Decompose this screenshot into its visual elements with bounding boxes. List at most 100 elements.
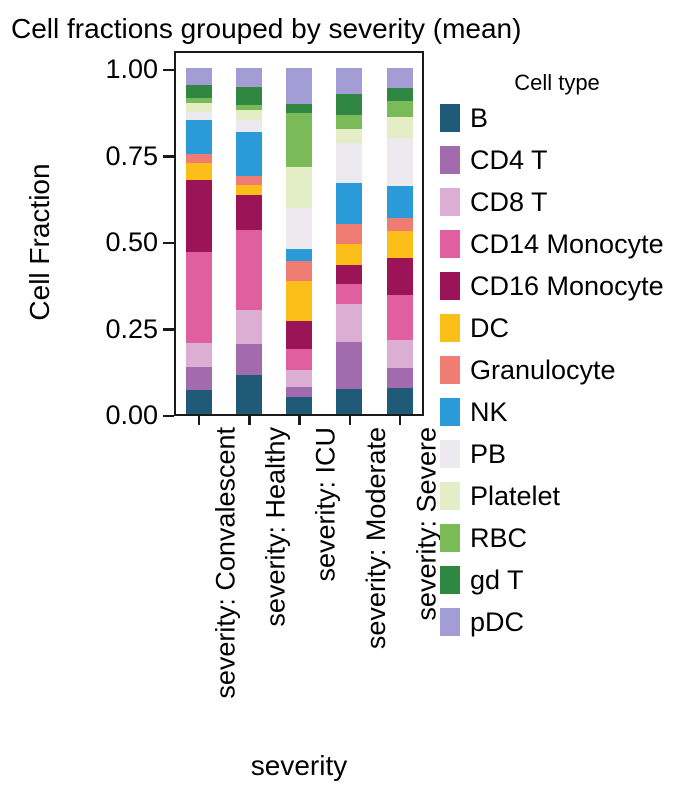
legend-label: gd T — [470, 565, 524, 595]
x-tick-mark — [348, 416, 351, 425]
stacked-bar — [386, 68, 413, 414]
legend-swatch — [440, 608, 460, 636]
y-tick-label: 0.00 — [105, 400, 158, 431]
legend-swatch — [440, 356, 460, 384]
x-tick-label: severity: Convalescent — [210, 427, 241, 699]
bar-segment — [235, 184, 262, 195]
bar-segment — [235, 175, 262, 185]
bar-segment — [336, 284, 363, 305]
bar-segment — [336, 129, 363, 144]
bar-segment — [286, 68, 312, 104]
bar-segment — [336, 114, 363, 130]
bar-segment — [235, 194, 262, 231]
bar-segment — [386, 217, 413, 232]
bar-segment — [286, 103, 312, 114]
x-tick-label: severity: ICU — [311, 427, 341, 582]
bar-segment — [336, 93, 363, 115]
bar-segment — [235, 230, 262, 311]
bar-segment — [185, 112, 212, 121]
bar-segment — [235, 374, 262, 414]
chart-title: Cell fractions grouped by severity (mean… — [11, 13, 522, 44]
legend-swatch — [440, 230, 460, 258]
x-tick-mark — [248, 416, 251, 425]
bar-segment — [286, 397, 312, 414]
bar-segment — [336, 244, 363, 265]
bar-segment — [185, 120, 212, 154]
bar-segment — [336, 342, 363, 389]
bar-segment — [336, 224, 363, 245]
plot-area — [174, 51, 424, 416]
bar-segment — [235, 104, 262, 111]
legend-swatch — [440, 146, 460, 174]
stacked-bar — [185, 68, 212, 414]
legend-label: pDC — [470, 607, 525, 637]
bar-segment — [286, 248, 312, 261]
bar-segment — [235, 310, 262, 345]
x-tick-mark — [298, 416, 301, 425]
legend-label: B — [470, 103, 489, 133]
bar-segment — [185, 366, 212, 390]
legend-label: CD8 T — [470, 187, 548, 217]
bar-segment — [286, 387, 312, 398]
bar-segment — [286, 113, 312, 167]
legend-swatch — [440, 314, 460, 342]
legend-swatch — [440, 272, 460, 300]
bar-segment — [336, 304, 363, 343]
bar-segment — [386, 258, 413, 296]
legend-swatch — [440, 524, 460, 552]
x-tick-label: severity: Healthy — [260, 427, 291, 627]
y-tick-label: 1.00 — [105, 54, 158, 85]
bar-segment — [286, 348, 312, 370]
legend-label: RBC — [470, 523, 528, 553]
bar-segment — [386, 87, 413, 102]
stacked-bar — [235, 68, 262, 414]
legend-label: DC — [470, 313, 509, 343]
legend-swatch — [440, 482, 460, 510]
bar-segment — [386, 68, 413, 88]
bar-segment — [386, 231, 413, 259]
y-tick-label: 0.25 — [105, 313, 158, 344]
x-tick-label: severity: Severe — [411, 427, 442, 621]
y-tick-mark — [163, 68, 174, 72]
bar-segment — [286, 208, 312, 249]
bar-segment — [235, 68, 262, 88]
legend-swatch — [440, 104, 460, 132]
legend-label: CD14 Monocyte — [470, 229, 664, 259]
bar-segment — [185, 343, 212, 367]
y-tick-mark — [163, 414, 174, 418]
bar-segment — [185, 85, 212, 98]
legend-label: PB — [470, 439, 507, 469]
legend-swatch — [440, 188, 460, 216]
bar-segment — [336, 68, 363, 94]
bar-segment — [386, 101, 413, 118]
stacked-bar — [286, 68, 312, 414]
bar-segment — [185, 252, 212, 344]
legend-label: NK — [470, 397, 508, 427]
bar-segment — [386, 137, 413, 186]
bar-segment — [336, 143, 363, 184]
bar-segment — [185, 163, 212, 180]
x-tick-mark — [197, 416, 201, 425]
bar-segment — [386, 387, 413, 414]
legend-swatch — [440, 566, 460, 594]
bar-segment — [336, 389, 363, 414]
bar-segment — [386, 185, 413, 218]
legend-label: Granulocyte — [470, 355, 616, 385]
bar-segment — [185, 102, 212, 113]
bar-segment — [386, 295, 413, 340]
bar-segment — [386, 368, 413, 388]
bar-segment — [286, 260, 312, 282]
bar-segment — [185, 68, 212, 86]
bar-segment — [286, 320, 312, 349]
x-tick-mark — [398, 416, 402, 425]
x-tick-label: severity: Moderate — [361, 427, 392, 650]
y-tick-label: 0.50 — [105, 227, 158, 258]
x-axis-title: severity — [250, 750, 348, 781]
legend-label: Platelet — [470, 481, 561, 511]
bar-segment — [386, 117, 413, 138]
bar-segment — [235, 110, 262, 121]
legend-swatch — [440, 398, 460, 426]
bar-segment — [185, 389, 212, 414]
stacked-bar — [336, 68, 363, 414]
